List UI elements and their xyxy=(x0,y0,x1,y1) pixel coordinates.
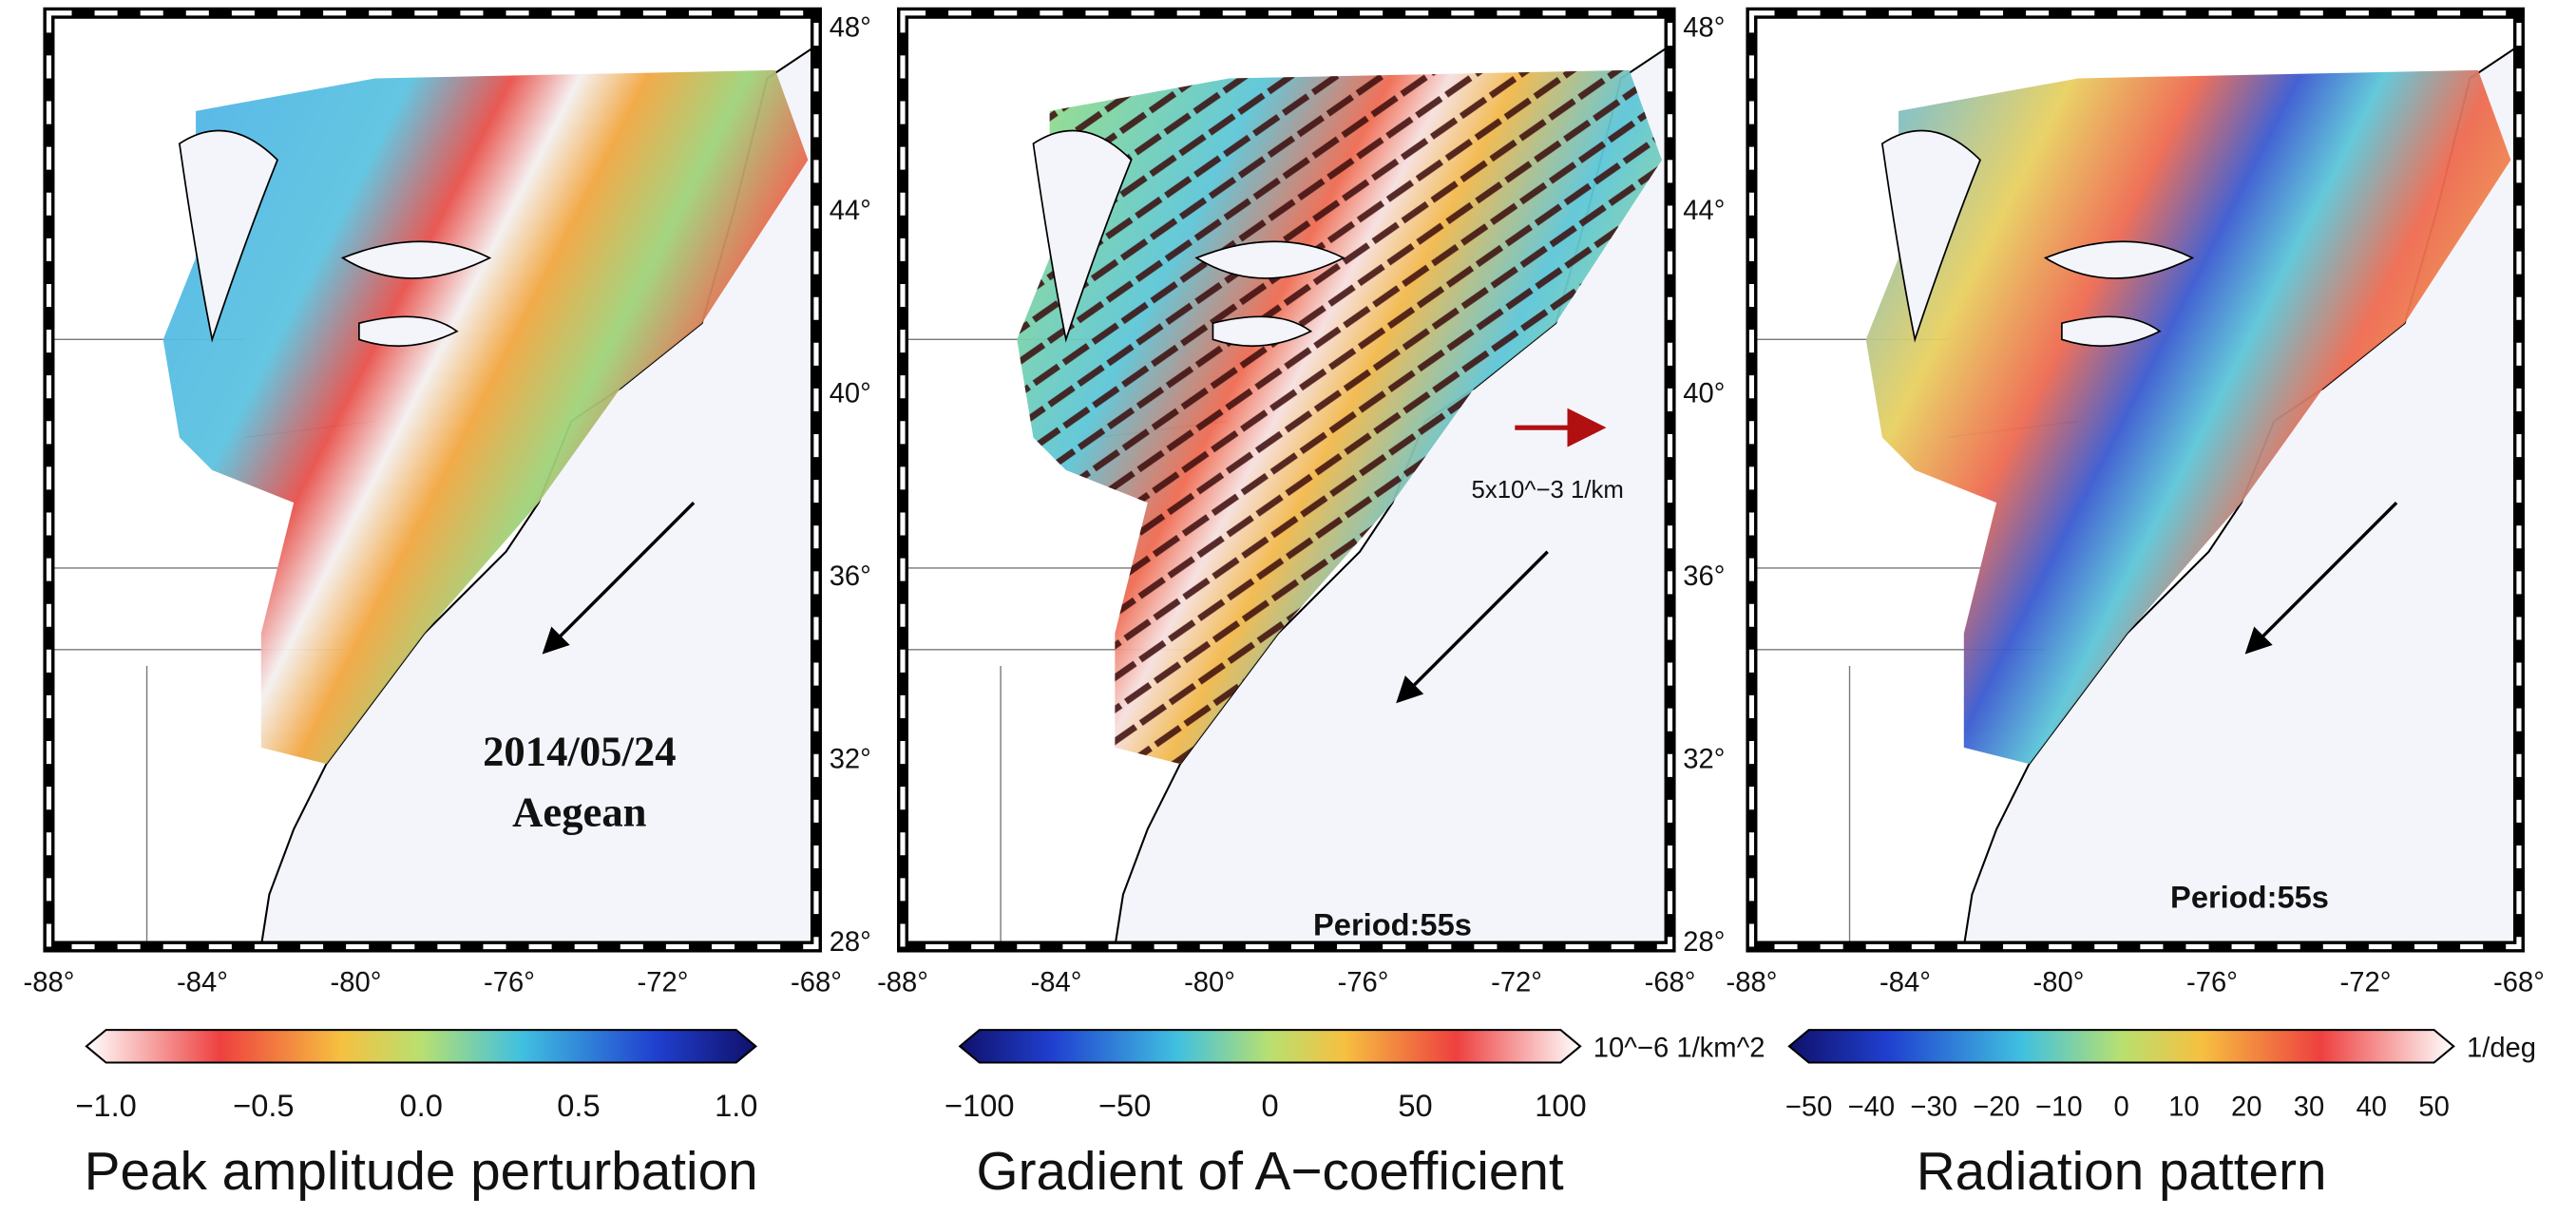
lon-label: -72° xyxy=(2340,968,2392,998)
colorbar-tick-label: −1.0 xyxy=(75,1088,136,1123)
annotation: 5x10^−3 1/km xyxy=(1472,477,1624,504)
colorbar-tick-label: 20 xyxy=(2231,1092,2261,1122)
colorbar-tick-label: −10 xyxy=(2035,1092,2083,1122)
colorbar-tick-label: −50 xyxy=(1098,1088,1151,1123)
annotation: Period:55s xyxy=(2170,879,2329,914)
lon-label: -68° xyxy=(2493,968,2545,998)
annotation: Period:55s xyxy=(1313,907,1472,942)
lon-label: -76° xyxy=(2186,968,2238,998)
lat-label: 40° xyxy=(1683,379,1725,409)
colorbar-tick-label: −40 xyxy=(1848,1092,1896,1122)
lon-label: -72° xyxy=(1491,968,1542,998)
lat-label: 40° xyxy=(830,379,871,409)
colorbar-tick-label: 10 xyxy=(2168,1092,2199,1122)
colorbar-tick-label: 100 xyxy=(1535,1088,1586,1123)
lon-label: -88° xyxy=(877,968,928,998)
lon-label: -76° xyxy=(1338,968,1389,998)
lon-label: -80° xyxy=(331,968,382,998)
lon-label: -68° xyxy=(1645,968,1696,998)
colorbar-tick-label: 50 xyxy=(2418,1092,2449,1122)
colorbar-unit: 10^−6 1/km^2 xyxy=(1593,1033,1765,1063)
colorbar-tick-label: 0 xyxy=(1262,1088,1279,1123)
colorbar-unit: 1/deg xyxy=(2467,1033,2536,1063)
colorbar-tick-label: 1.0 xyxy=(715,1088,757,1123)
map-panel: Period:55s xyxy=(1751,13,2519,947)
colorbar xyxy=(1789,1030,2453,1062)
lon-label: -68° xyxy=(791,968,842,998)
colorbar-tick-label: −20 xyxy=(1973,1092,2020,1122)
lat-label: 36° xyxy=(1683,561,1725,592)
annotation: Aegean xyxy=(512,788,647,835)
colorbar-tick-label: 0 xyxy=(2113,1092,2128,1122)
lon-label: -84° xyxy=(177,968,228,998)
colorbar-tick-label: 0.5 xyxy=(557,1088,600,1123)
colorbar xyxy=(86,1030,755,1062)
colorbar-tick-label: −0.5 xyxy=(233,1088,294,1123)
lat-label: 32° xyxy=(830,744,871,774)
map-panel: 2014/05/24 Aegean xyxy=(48,13,816,947)
lat-label: 44° xyxy=(830,196,871,226)
colorbar-tick-label: −30 xyxy=(1910,1092,1957,1122)
lon-label: -80° xyxy=(1184,968,1235,998)
figure: 2014/05/24 Aegean -88° -84° -80° -76° -72° -68°… xyxy=(0,0,2576,1216)
colorbar-tick-label: 30 xyxy=(2294,1092,2324,1122)
lat-label: 48° xyxy=(1683,13,1725,44)
lat-label: 36° xyxy=(830,561,871,592)
lat-label: 28° xyxy=(830,927,871,958)
lat-label: 28° xyxy=(1683,927,1725,958)
panel-title: Radiation pattern xyxy=(1917,1142,2327,1202)
lon-label: -88° xyxy=(1727,968,1778,998)
annotation: 2014/05/24 xyxy=(483,728,676,775)
lon-label: -84° xyxy=(1031,968,1082,998)
lon-label: -76° xyxy=(484,968,535,998)
colorbar-tick-label: −100 xyxy=(945,1088,1015,1123)
colorbar-tick-label: 50 xyxy=(1398,1088,1432,1123)
lon-label: -72° xyxy=(638,968,689,998)
map-panel: 5x10^−3 1/km Period:55s xyxy=(903,13,1670,947)
panel-title: Gradient of A−coefficient xyxy=(976,1142,1563,1202)
colorbar-tick-label: −50 xyxy=(1785,1092,1833,1122)
colorbar-tick-label: 40 xyxy=(2357,1092,2387,1122)
lon-label: -84° xyxy=(1880,968,1931,998)
lat-label: 48° xyxy=(830,13,871,44)
colorbar xyxy=(960,1030,1580,1062)
panel-title: Peak amplitude perturbation xyxy=(85,1142,758,1202)
lon-label: -80° xyxy=(2033,968,2085,998)
lon-label: -88° xyxy=(24,968,75,998)
lat-label: 32° xyxy=(1683,744,1725,774)
lat-label: 44° xyxy=(1683,196,1725,226)
colorbar-tick-label: 0.0 xyxy=(399,1088,442,1123)
